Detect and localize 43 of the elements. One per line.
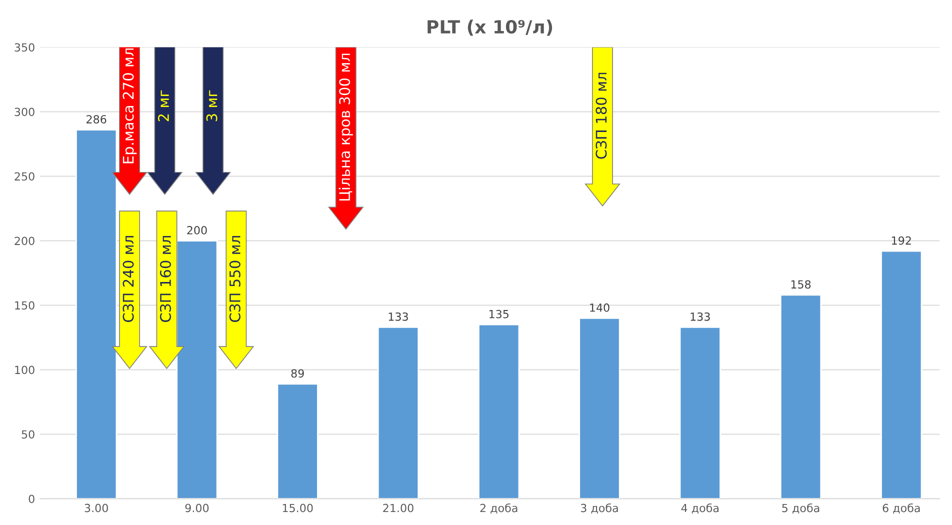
x-tick-label: 3 доба <box>580 503 618 514</box>
y-tick-label: 300 <box>14 108 34 116</box>
bar <box>679 326 721 499</box>
annotation: СЗП 160 мл <box>160 236 172 322</box>
x-tick-label: 9.00 <box>185 504 209 512</box>
x-tick-label: 2 доба <box>480 503 518 514</box>
y-tick-label: 100 <box>15 366 34 374</box>
x-tick-label: 4 доба <box>681 503 718 514</box>
bar <box>880 250 922 499</box>
data-label: 89 <box>291 369 304 378</box>
bar <box>780 294 822 499</box>
data-label: 158 <box>791 280 811 289</box>
y-tick-label: 350 <box>14 43 34 52</box>
x-tick-label: 21.00 <box>383 504 414 512</box>
data-label: 133 <box>388 312 408 321</box>
bar <box>76 129 118 499</box>
y-tick-label: 150 <box>15 301 34 310</box>
bar <box>377 326 420 499</box>
bar <box>478 324 520 499</box>
chart-title: PLT (x 10⁹/л) <box>428 20 552 36</box>
annotation: СЗП 180 мл <box>596 72 607 159</box>
y-tick-label: 200 <box>14 236 34 246</box>
annotation: 3 мг <box>206 90 218 122</box>
annotation: СЗП 240 мл <box>122 236 134 322</box>
annotation: СЗП 550 мл <box>229 236 240 322</box>
x-tick-label: 3.00 <box>84 504 108 512</box>
annotation: Цільна кров 300 мл <box>338 54 353 201</box>
data-label: 286 <box>86 115 106 124</box>
x-tick-label: 6 доба <box>882 503 920 514</box>
annotation: Ер.маса 270 мл <box>122 48 137 164</box>
y-tick-label: 250 <box>14 172 34 181</box>
data-label: 133 <box>690 312 710 321</box>
data-label: 192 <box>892 236 911 245</box>
data-label: 200 <box>187 226 207 234</box>
x-tick-label: 5 доба <box>782 503 820 514</box>
data-label: 135 <box>489 310 508 318</box>
data-label: 140 <box>590 303 610 312</box>
y-tick-label: 50 <box>22 430 34 439</box>
bar <box>276 383 318 499</box>
bar <box>578 317 620 499</box>
x-tick-label: 15.00 <box>282 504 313 512</box>
y-tick-label: 0 <box>28 494 34 504</box>
annotation: 2 мг <box>158 90 169 122</box>
